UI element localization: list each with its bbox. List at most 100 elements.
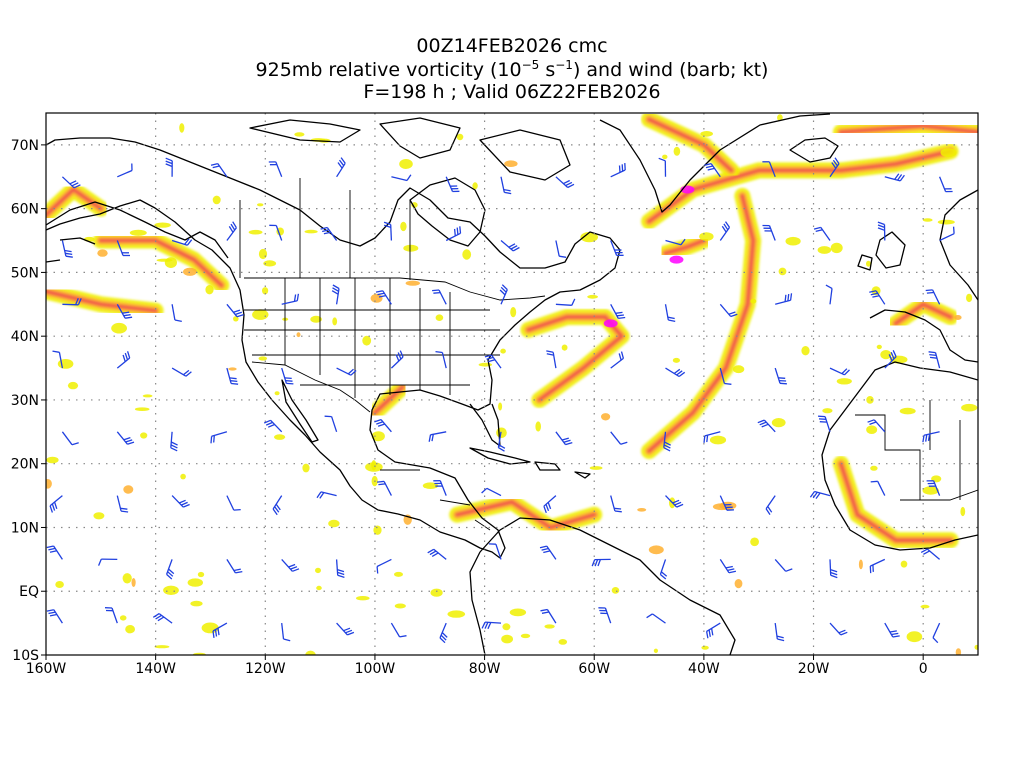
vorticity-patch	[111, 322, 127, 334]
wind-barb	[813, 226, 831, 241]
wind-barb	[324, 415, 338, 433]
vorticity-patch	[183, 267, 197, 276]
vorticity-patch	[46, 479, 52, 489]
x-tick-label: 140W	[135, 661, 176, 677]
vorticity-patch	[180, 473, 186, 480]
wind-barb	[610, 240, 624, 257]
vorticity-patch	[535, 421, 541, 432]
wind-barb	[117, 163, 133, 178]
vorticity-patch	[520, 633, 531, 639]
vorticity-patch	[462, 249, 472, 260]
north-america-coastline	[46, 137, 621, 559]
wind-barb	[488, 543, 502, 560]
y-tick-label: 40N	[11, 329, 39, 345]
vorticity-patch	[55, 581, 64, 588]
wind-barb	[226, 367, 239, 385]
vorticity-patch	[496, 427, 507, 439]
x-tick-label: 100W	[355, 661, 396, 677]
wind-barb	[543, 495, 557, 514]
vorticity-patch	[328, 519, 340, 528]
wind-barb	[376, 558, 392, 574]
wind-barb	[762, 224, 776, 241]
vorticity-patch	[501, 634, 513, 644]
wind-barb	[925, 289, 941, 305]
wind-barb	[316, 491, 337, 499]
vorticity-patch	[673, 146, 681, 156]
vorticity-patch	[498, 402, 503, 411]
vorticity-patch	[637, 508, 647, 512]
vorticity-patch	[304, 229, 318, 234]
wind-barb	[884, 173, 905, 182]
wind-barb	[825, 284, 833, 305]
vorticity-patch	[502, 623, 511, 631]
wind-barb	[171, 495, 190, 508]
plot-frame	[45, 112, 979, 656]
vorticity-patch	[422, 482, 439, 490]
vorticity-patch	[870, 465, 878, 471]
vorticity-patch	[648, 545, 664, 555]
plot-background	[46, 113, 978, 655]
wind-barb	[926, 480, 941, 496]
vorticity-patch	[332, 317, 338, 326]
exponent-2: −1	[555, 58, 573, 72]
vorticity-patch	[365, 462, 383, 472]
vorticity-patch	[817, 246, 832, 254]
vorticity-patch	[197, 571, 205, 578]
x-tick-label: 120W	[245, 661, 286, 677]
wind-barb	[116, 495, 129, 513]
vorticity-patch	[296, 332, 301, 338]
vorticity-patch	[447, 610, 466, 618]
vorticity-patch	[589, 466, 603, 470]
wind-barb	[774, 623, 785, 642]
africa-borders	[855, 400, 978, 501]
wind-barb	[61, 240, 73, 258]
vorticity-patch	[858, 559, 863, 570]
wind-barb	[46, 545, 63, 560]
wind-barb	[427, 548, 447, 560]
wind-barb	[226, 495, 241, 511]
wind-barb	[171, 238, 193, 246]
wind-barb	[870, 480, 886, 496]
wind-barb	[818, 415, 831, 432]
y-tick-label: 60N	[11, 202, 39, 218]
vorticity-patch	[580, 232, 598, 243]
wind-barb	[555, 176, 575, 189]
vorticity-patch	[866, 260, 871, 267]
vorticity-patch	[258, 248, 268, 260]
vorticity-patch	[771, 418, 786, 428]
vorticity-patch	[750, 537, 759, 547]
vorticity-patch	[830, 242, 843, 254]
coastline-layer	[46, 113, 978, 655]
vorticity-patch	[57, 359, 74, 369]
vorticity-streak-greenland-east	[641, 113, 740, 179]
vorticity-patch	[472, 182, 478, 190]
wind-barb	[445, 176, 460, 193]
wind-barb	[428, 431, 447, 442]
wind-barb	[610, 163, 626, 178]
vorticity-patch	[93, 512, 105, 520]
florida-coastline	[469, 403, 501, 447]
vorticity-patch	[960, 506, 966, 517]
vorticity-patch	[922, 218, 933, 222]
wind-barb	[719, 221, 731, 241]
caribbean-islands-coastline	[469, 447, 591, 479]
vorticity-patch	[263, 260, 277, 267]
wind-barb	[540, 608, 557, 624]
vorticity-patch	[974, 644, 978, 650]
wind-barb	[663, 431, 671, 452]
x-tick-labels: 160W 140W 120W 100W 80W 60W 40W 20W 0	[26, 661, 928, 677]
wind-barb	[435, 350, 447, 369]
wind-barb	[165, 559, 175, 580]
vorticity-streak-labrador-low	[657, 232, 712, 262]
wind-barb	[555, 431, 573, 446]
vorticity-patch	[294, 132, 305, 137]
lat-lon-gridlines	[46, 113, 978, 655]
vorticity-patch	[154, 645, 170, 649]
vorticity-patch	[411, 202, 418, 208]
vorticity-patch	[880, 350, 892, 360]
wind-barb	[610, 351, 625, 369]
vorticity-patch	[97, 249, 108, 257]
vorticity-patch	[601, 413, 611, 421]
vorticity-patch	[142, 394, 153, 398]
wind-barb	[210, 162, 228, 178]
